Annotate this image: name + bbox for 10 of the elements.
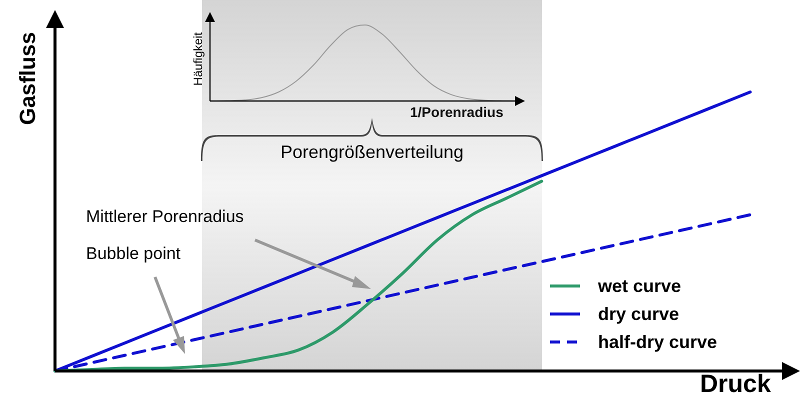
y-axis-title: Häufigkeit: [191, 31, 205, 88]
y-axis-title: Gasfluss: [15, 31, 41, 125]
annotation: Bubble point: [86, 244, 181, 264]
legend-label: half-dry curve: [598, 332, 718, 352]
x-axis-title: 1/Porenradius: [410, 104, 504, 120]
legend-label: wet curve: [598, 276, 682, 296]
annotation: Porengrößenverteilung: [279, 142, 465, 163]
legend-label: dry curve: [598, 304, 680, 324]
x-axis-title: Druck: [700, 370, 771, 399]
annotation: Mittlerer Porenradius: [86, 207, 244, 227]
